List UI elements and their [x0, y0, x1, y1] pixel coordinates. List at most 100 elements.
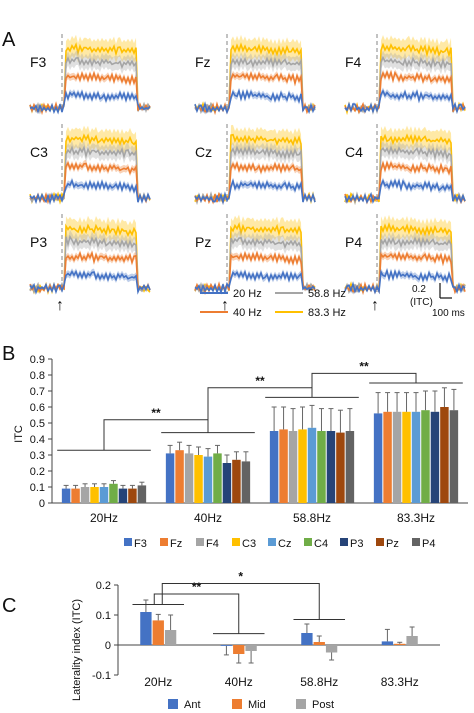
significance-label: ** — [255, 374, 265, 388]
y-tick-label: 0.1 — [96, 610, 111, 622]
significance-bracket — [103, 419, 209, 451]
waveform-trace — [344, 268, 466, 295]
category-label: 20Hz — [90, 511, 118, 525]
waveform-trace — [194, 161, 316, 205]
b-legend: F3 Fz F4 C3 Cz C4 P3 Pz P4 — [124, 538, 435, 550]
waveform-legend: 20 Hz 40 Hz 58.8 Hz 83.3 Hz — [200, 288, 346, 319]
waveform-trace — [29, 269, 151, 295]
waveform-band — [345, 231, 465, 294]
legend-label: 20 Hz — [233, 288, 262, 300]
scale-time: 100 ms — [432, 308, 465, 319]
waveform-trace — [29, 250, 151, 294]
waveform-band — [30, 34, 150, 114]
waveform-trace — [29, 145, 151, 204]
legend-swatch — [232, 538, 240, 546]
c-legend: Ant Mid Post — [168, 699, 334, 711]
waveform-cell: P4 ↑ — [344, 214, 466, 314]
bar — [232, 459, 241, 503]
bar — [307, 427, 317, 503]
bar — [336, 432, 345, 503]
bar — [222, 463, 232, 503]
bar — [430, 411, 440, 503]
bar — [80, 487, 90, 503]
bar — [175, 450, 184, 503]
legend-swatch — [232, 699, 242, 709]
panel-c-label: C — [2, 595, 16, 617]
legend-swatch — [340, 538, 348, 546]
panel-b-label: B — [2, 343, 15, 365]
waveform-band — [30, 88, 150, 114]
bar — [279, 429, 288, 503]
bar — [203, 456, 213, 503]
waveform-cell: P3 ↑ — [29, 214, 151, 314]
bar — [440, 407, 449, 503]
y-tick-label: 0.7 — [30, 386, 45, 398]
waveform-trace — [194, 71, 316, 116]
significance-label: ** — [151, 406, 161, 420]
legend-label: Pz — [386, 538, 399, 550]
bar — [421, 410, 430, 503]
waveform-grid: F3 Fz F4 C3 Cz C4 P3 ↑ Pz ↑ P4 ↑ — [29, 34, 466, 314]
waveform-trace — [29, 89, 151, 115]
legend-label: P4 — [422, 538, 435, 550]
category-label: 83.3Hz — [397, 511, 435, 525]
bar — [449, 410, 459, 503]
b-y-axis-label: ITC — [13, 425, 25, 443]
bar — [194, 455, 203, 503]
scale-unit: (ITC) — [410, 297, 433, 308]
bar — [373, 413, 383, 503]
waveform-trace — [344, 222, 466, 294]
bar — [137, 485, 147, 503]
category-label: 58.8Hz — [293, 511, 331, 525]
bar — [288, 431, 298, 503]
waveform-band — [345, 214, 465, 293]
bar — [298, 429, 307, 503]
bar — [233, 645, 245, 654]
legend-swatch — [168, 699, 178, 709]
legend-label: Fz — [170, 538, 182, 550]
category-label: 20Hz — [144, 675, 172, 689]
waveform-trace — [194, 88, 316, 115]
bar — [394, 643, 406, 645]
y-tick-label: 0 — [39, 498, 45, 510]
category-label: 58.8Hz — [300, 675, 338, 689]
waveform-band — [30, 268, 150, 294]
waveform-band — [195, 70, 315, 114]
category-label: 40Hz — [194, 511, 222, 525]
waveform-trace — [344, 89, 466, 115]
waveform-band — [345, 68, 465, 114]
waveform-cell: F4 — [344, 34, 466, 116]
category-label: 83.3Hz — [381, 675, 419, 689]
y-tick-label: 0.3 — [30, 450, 45, 462]
bar — [118, 488, 128, 503]
significance-bracket — [161, 583, 320, 620]
significance-bracket — [207, 387, 313, 433]
bar — [402, 411, 411, 503]
significance-label: * — [238, 570, 243, 584]
scale-value: 0.2 — [412, 284, 426, 295]
y-tick-label: 0 — [105, 640, 111, 652]
onset-arrow: ↑ — [221, 297, 229, 314]
waveform-band — [345, 125, 465, 204]
bar — [61, 488, 71, 503]
panel-b: B ITC 0 0.1 0.2 0.3 0.4 0.5 0.6 0.7 0.8 0.9 20Hz 40… — [2, 343, 468, 550]
bar — [213, 453, 222, 503]
bar — [164, 630, 177, 645]
electrode-label: F3 — [30, 54, 47, 70]
electrode-label: C3 — [30, 144, 48, 160]
bar — [241, 461, 251, 503]
waveform-cell: Fz — [194, 34, 316, 116]
bar — [301, 633, 313, 645]
legend-label: Ant — [184, 699, 201, 711]
legend-swatch — [268, 538, 276, 546]
electrode-label: C4 — [345, 144, 363, 160]
significance-bracket — [153, 593, 240, 634]
y-tick-label: 0.2 — [96, 580, 111, 592]
y-tick-label: 0.1 — [30, 482, 45, 494]
waveform-trace — [29, 70, 151, 116]
waveform-trace — [344, 178, 466, 204]
legend-label: Post — [312, 699, 334, 711]
bar — [165, 453, 175, 503]
bar — [406, 636, 418, 645]
scale-bar: 0.2 (ITC) 100 ms — [410, 283, 465, 319]
